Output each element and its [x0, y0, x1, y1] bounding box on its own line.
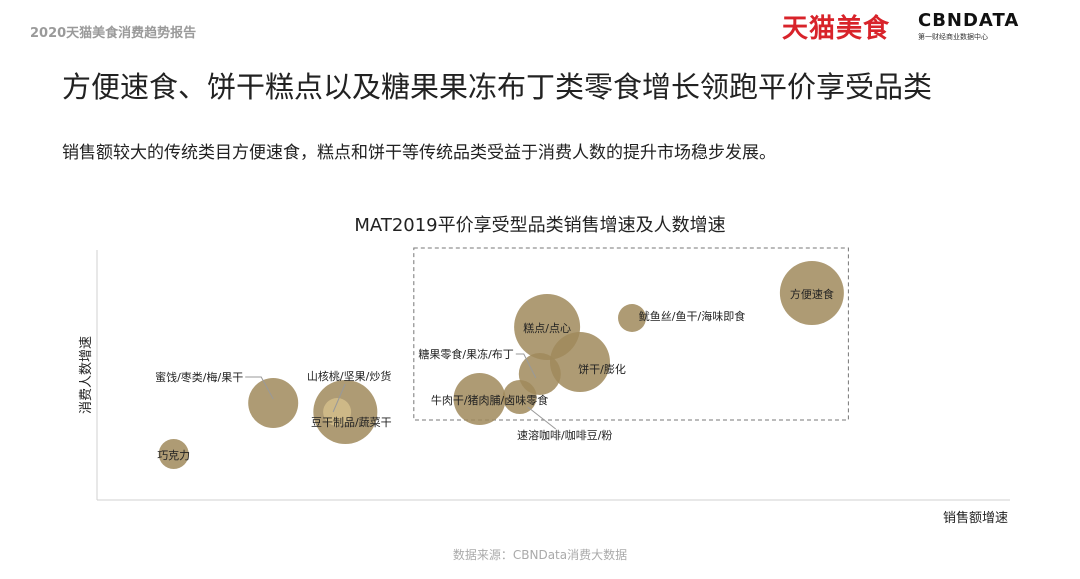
bubble-label: 速溶咖啡/咖啡豆/粉	[517, 428, 612, 442]
bubble-label: 糕点/点心	[523, 321, 571, 335]
cbndata-logo-subtitle: 第一财经商业数据中心	[918, 33, 988, 41]
report-title: 2020天猫美食消费趋势报告	[30, 26, 197, 41]
bubble-label: 山核桃/坚果/炒货	[307, 369, 391, 383]
bubble-label: 糖果零食/果冻/布丁	[418, 347, 513, 361]
bubble-label: 饼干/膨化	[578, 362, 626, 376]
chart-title: MAT2019平价享受型品类销售增速及人数增速	[354, 215, 726, 236]
bubble-label: 牛肉干/猪肉脯/卤味零食	[431, 393, 548, 407]
tmall-food-logo: 天猫美食	[782, 14, 891, 44]
bubble	[618, 304, 647, 332]
bubble-label: 巧克力	[157, 449, 190, 462]
page-title: 方便速食、饼干糕点以及糖果果冻布丁类零食增长领跑平价享受品类	[62, 70, 933, 104]
bubble-label: 方便速食	[790, 287, 834, 301]
data-source: 数据来源：CBNData消费大数据	[452, 548, 628, 562]
bubble-label: 蜜饯/枣类/梅/果干	[155, 370, 243, 384]
y-axis-label: 消费人数增速	[79, 336, 94, 414]
bubble	[158, 439, 189, 469]
cbndata-logo: CBNDATA	[918, 10, 1020, 31]
bubble-label: 豆干制品/蔬菜干	[311, 416, 392, 429]
page-subtitle: 销售额较大的传统类目方便速食，糕点和饼干等传统品类受益于消费人数的提升市场稳步发…	[62, 143, 776, 163]
bubble	[248, 378, 299, 428]
bubble	[323, 398, 352, 426]
leader-line	[245, 376, 274, 400]
bubble	[453, 373, 506, 425]
bubble-label: 鱿鱼丝/鱼干/海味即食	[639, 309, 745, 323]
bubble	[779, 261, 844, 325]
leader-line	[515, 353, 537, 379]
highlight-box	[413, 247, 849, 421]
leader-line	[527, 406, 557, 430]
leader-line	[332, 383, 346, 413]
bubble	[549, 332, 610, 392]
x-axis-label: 销售额增速	[943, 510, 1008, 526]
